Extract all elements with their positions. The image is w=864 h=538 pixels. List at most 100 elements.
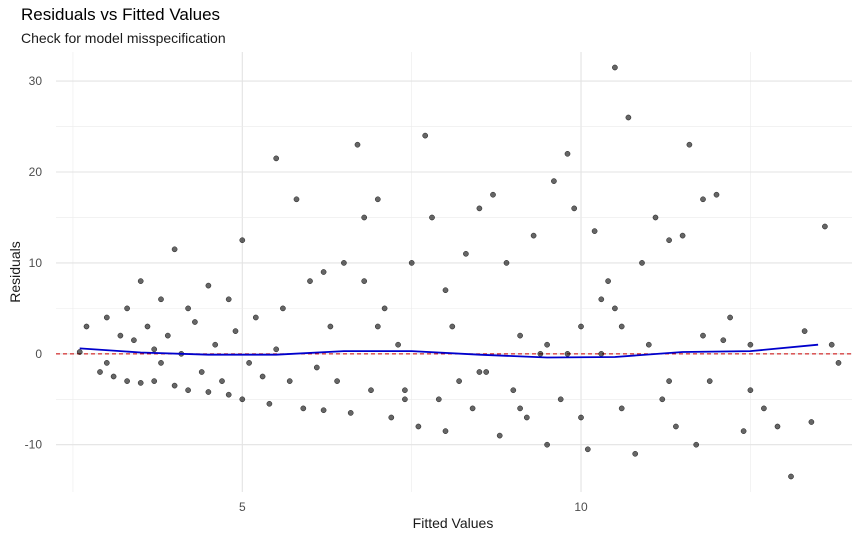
data-point [761, 405, 767, 412]
data-point [225, 296, 232, 303]
data-point [612, 305, 618, 312]
data-point [530, 232, 537, 239]
data-point [144, 323, 151, 330]
data-point [639, 260, 645, 266]
data-point [313, 364, 320, 371]
data-point [219, 378, 225, 384]
data-point [788, 473, 794, 480]
data-point [212, 341, 219, 348]
data-point [564, 150, 571, 157]
data-point [320, 407, 327, 414]
data-point [700, 196, 706, 203]
data-point [740, 428, 747, 434]
data-point [645, 341, 652, 348]
y-tick-label: 20 [29, 165, 43, 179]
data-point [239, 237, 246, 244]
data-point [185, 387, 191, 394]
data-point [151, 346, 158, 353]
data-point [83, 323, 90, 330]
data-point [381, 305, 388, 312]
data-point [341, 260, 347, 266]
data-point [246, 360, 252, 366]
data-point [463, 250, 469, 257]
data-point [205, 389, 212, 395]
data-point [517, 332, 523, 339]
data-point [266, 400, 273, 407]
tick-label-layer: 5 10 -10 0 10 20 30 [25, 74, 588, 514]
data-point [835, 360, 842, 366]
data-point [625, 114, 632, 121]
data-point [225, 391, 232, 398]
data-point [591, 228, 598, 234]
data-point [517, 405, 523, 412]
data-point [395, 341, 401, 348]
data-point [605, 278, 611, 284]
data-point [571, 205, 578, 212]
data-point [374, 196, 381, 203]
x-axis-title: Fitted Values [413, 515, 494, 531]
data-point [706, 378, 713, 384]
data-point [368, 387, 374, 394]
data-point [469, 405, 476, 412]
data-point [273, 346, 280, 353]
data-point [449, 323, 456, 330]
data-point [300, 405, 307, 412]
data-point [496, 432, 503, 439]
data-point [293, 196, 300, 203]
data-point [503, 260, 510, 266]
data-point [273, 155, 280, 162]
data-point [544, 341, 550, 348]
data-point [727, 314, 733, 321]
data-point [110, 373, 117, 380]
data-point [720, 337, 727, 344]
data-point [659, 396, 666, 403]
data-point [774, 423, 781, 430]
y-tick-label: 0 [35, 347, 42, 361]
data-point [686, 141, 693, 148]
data-point [747, 387, 754, 394]
chart-subtitle: Check for model misspecification [21, 30, 226, 46]
data-point [402, 387, 408, 394]
data-point [205, 282, 212, 289]
data-point [158, 360, 164, 366]
data-point [124, 305, 130, 312]
data-point [429, 214, 435, 221]
data-point [598, 296, 605, 303]
data-point [252, 314, 259, 321]
data-point [584, 446, 591, 453]
data-point [476, 205, 483, 212]
smooth-line-layer [79, 343, 819, 359]
data-point [137, 278, 144, 284]
smooth-trend-line [79, 343, 819, 359]
data-point [801, 328, 808, 334]
point-layer [76, 64, 842, 480]
data-point [564, 350, 571, 357]
data-point [259, 373, 266, 380]
data-point [578, 323, 584, 330]
data-point [192, 319, 198, 325]
data-point [693, 441, 700, 448]
y-tick-label: 10 [29, 256, 43, 270]
data-point [97, 369, 103, 375]
data-point [103, 360, 110, 366]
data-point [422, 132, 429, 139]
data-point [354, 141, 361, 148]
data-point [361, 278, 368, 284]
data-point [286, 378, 293, 384]
grid-layer [56, 52, 852, 492]
data-point [544, 441, 550, 448]
data-point [557, 396, 564, 403]
data-point [618, 405, 625, 412]
data-point [347, 410, 354, 416]
data-point [618, 323, 625, 330]
data-point [103, 314, 110, 321]
data-point [171, 382, 178, 389]
y-tick-label: 30 [29, 74, 43, 88]
data-point [442, 287, 449, 294]
data-point [232, 328, 239, 334]
data-point [280, 305, 286, 312]
data-point [828, 341, 835, 348]
data-point [164, 332, 171, 339]
y-tick-label: -10 [25, 438, 43, 452]
x-tick-label: 5 [239, 500, 246, 514]
